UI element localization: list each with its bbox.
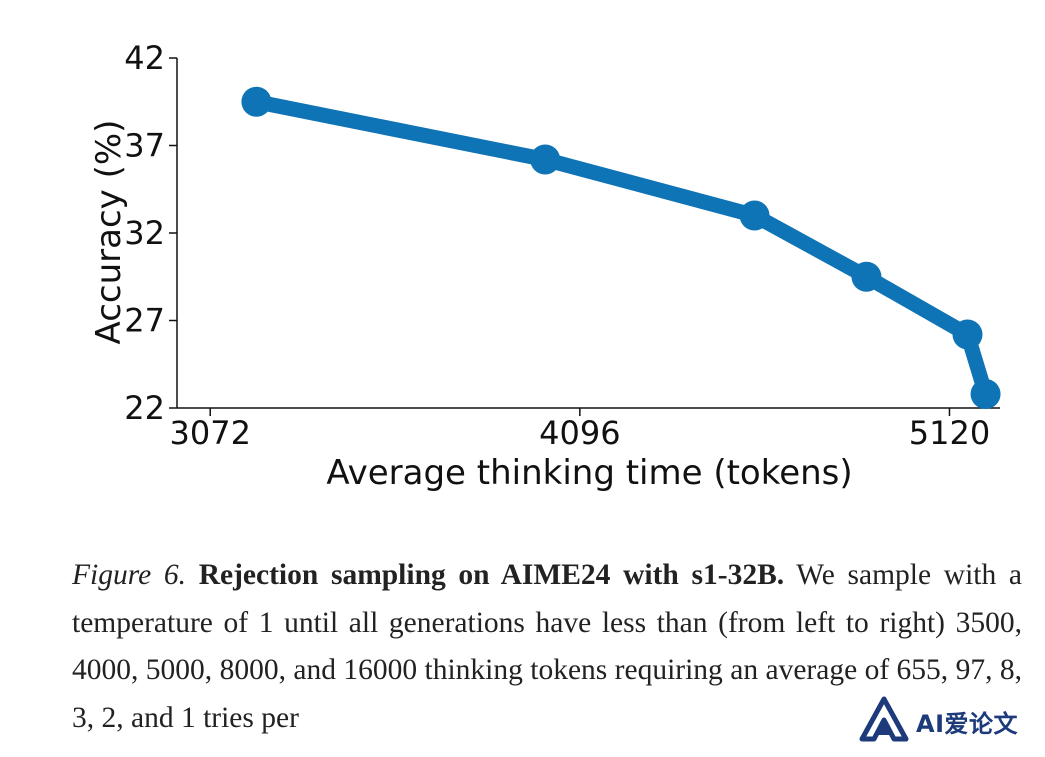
line-chart: 22 27 32 37 42 3072 4096 5120 Average thinking… (89, 39, 1001, 493)
figure-caption: Figure 6. Rejection sampling on AIME24 w… (72, 552, 1022, 742)
watermark-text: AI爱论文 (916, 709, 1019, 738)
data-point (851, 261, 882, 292)
x-tick-label: 4096 (539, 414, 620, 452)
y-tick-label: 32 (124, 214, 165, 252)
x-tick-label: 5120 (909, 414, 990, 452)
x-tick-label: 3072 (169, 414, 250, 452)
y-tick-label: 27 (124, 302, 165, 340)
y-axis-label: Accuracy (%) (89, 120, 129, 345)
y-tick-label: 37 (124, 127, 165, 165)
caption-body: We sample with a temperature of 1 until … (72, 559, 1023, 734)
y-tick-label: 22 (124, 389, 165, 427)
data-point (530, 144, 561, 175)
x-axis-label: Average thinking time (tokens) (326, 453, 852, 493)
data-point (241, 86, 272, 117)
data-points (241, 86, 1001, 409)
y-tick-label: 42 (124, 39, 165, 77)
y-axis-ticks: 22 27 32 37 42 (124, 39, 177, 427)
series-line (248, 94, 994, 402)
caption-title: Rejection sampling on AIME24 with s1-32B… (198, 559, 785, 591)
data-point (739, 200, 770, 231)
watermark: AI爱论文 (858, 690, 1038, 752)
data-point (970, 379, 1001, 409)
watermark-logo-icon (859, 696, 909, 742)
caption-figure-label: Figure 6. (72, 559, 187, 591)
data-point (952, 319, 983, 350)
x-axis-ticks: 3072 4096 5120 (169, 408, 990, 452)
